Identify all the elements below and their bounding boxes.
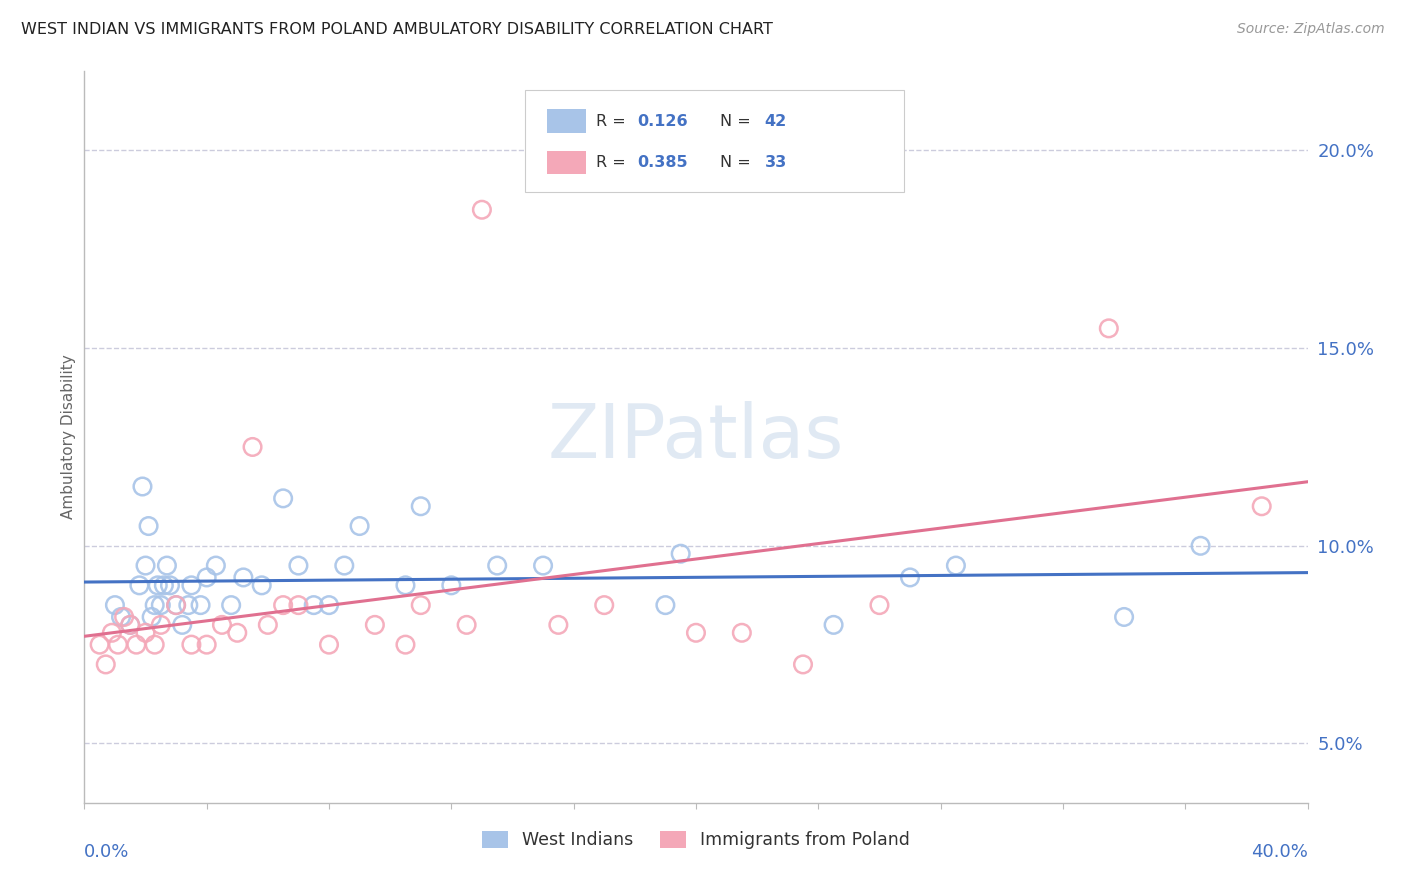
Point xyxy=(125,638,148,652)
Text: ZIPatlas: ZIPatlas xyxy=(548,401,844,474)
Point xyxy=(271,491,294,506)
Point xyxy=(226,625,249,640)
Text: R =: R = xyxy=(596,155,630,170)
Text: Source: ZipAtlas.com: Source: ZipAtlas.com xyxy=(1237,22,1385,37)
Point xyxy=(257,618,280,632)
Point xyxy=(333,558,356,573)
Legend: West Indians, Immigrants from Poland: West Indians, Immigrants from Poland xyxy=(475,823,917,856)
Point xyxy=(685,625,707,640)
Point xyxy=(165,598,187,612)
Point xyxy=(486,558,509,573)
Point xyxy=(205,558,228,573)
Point xyxy=(1098,321,1121,335)
Text: R =: R = xyxy=(596,113,630,128)
Point xyxy=(232,570,254,584)
Point xyxy=(219,598,242,612)
Point xyxy=(731,625,754,640)
Point xyxy=(1114,610,1136,624)
Text: 33: 33 xyxy=(765,155,787,170)
Point xyxy=(547,618,569,632)
Text: 42: 42 xyxy=(765,113,787,128)
Point xyxy=(531,558,554,573)
Point xyxy=(456,618,478,632)
Point xyxy=(177,598,200,612)
Point xyxy=(394,638,416,652)
Point xyxy=(669,547,692,561)
Point xyxy=(135,558,157,573)
Point xyxy=(172,618,194,632)
Text: 0.385: 0.385 xyxy=(637,155,688,170)
Text: N =: N = xyxy=(720,113,756,128)
Point xyxy=(149,598,172,612)
Point xyxy=(302,598,325,612)
Text: 0.126: 0.126 xyxy=(637,113,688,128)
Point xyxy=(149,618,172,632)
Point xyxy=(287,558,309,573)
Text: 0.0%: 0.0% xyxy=(84,843,129,861)
Point xyxy=(112,610,135,624)
Point xyxy=(94,657,117,672)
Point xyxy=(146,578,169,592)
Point xyxy=(945,558,967,573)
Text: N =: N = xyxy=(720,155,756,170)
Point xyxy=(180,638,202,652)
Point xyxy=(190,598,212,612)
Point xyxy=(120,618,142,632)
Point xyxy=(138,519,160,533)
Point xyxy=(409,500,432,514)
Point xyxy=(143,638,166,652)
Point xyxy=(110,610,132,624)
Point xyxy=(153,578,176,592)
Text: WEST INDIAN VS IMMIGRANTS FROM POLAND AMBULATORY DISABILITY CORRELATION CHART: WEST INDIAN VS IMMIGRANTS FROM POLAND AM… xyxy=(21,22,773,37)
Point xyxy=(101,625,124,640)
Point xyxy=(128,578,150,592)
Point xyxy=(1189,539,1212,553)
Point xyxy=(349,519,371,533)
Point xyxy=(440,578,463,592)
Point xyxy=(287,598,309,612)
Point xyxy=(159,578,181,592)
Point xyxy=(104,598,127,612)
Point xyxy=(107,638,129,652)
Point xyxy=(195,570,218,584)
Point xyxy=(593,598,616,612)
Point xyxy=(120,618,142,632)
Point xyxy=(89,638,111,652)
Point xyxy=(271,598,294,612)
FancyBboxPatch shape xyxy=(547,110,586,133)
Point xyxy=(823,618,845,632)
FancyBboxPatch shape xyxy=(524,90,904,192)
Point xyxy=(250,578,273,592)
Point xyxy=(869,598,891,612)
Y-axis label: Ambulatory Disability: Ambulatory Disability xyxy=(60,355,76,519)
Point xyxy=(141,610,163,624)
Point xyxy=(792,657,814,672)
Point xyxy=(1250,500,1272,514)
Point xyxy=(318,638,340,652)
Point xyxy=(211,618,233,632)
Point xyxy=(165,598,187,612)
Point xyxy=(364,618,387,632)
Point xyxy=(409,598,432,612)
Point xyxy=(131,479,153,493)
FancyBboxPatch shape xyxy=(547,151,586,175)
Point xyxy=(242,440,264,454)
Point xyxy=(898,570,921,584)
Point xyxy=(180,578,202,592)
Point xyxy=(135,625,157,640)
Text: 40.0%: 40.0% xyxy=(1251,843,1308,861)
Point xyxy=(654,598,676,612)
Point xyxy=(156,558,179,573)
Point xyxy=(471,202,494,217)
Point xyxy=(143,598,166,612)
Point xyxy=(318,598,340,612)
Point xyxy=(195,638,218,652)
Point xyxy=(394,578,416,592)
